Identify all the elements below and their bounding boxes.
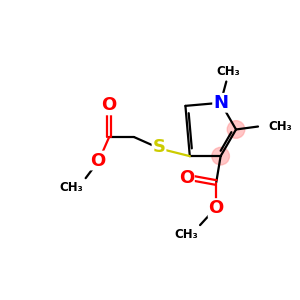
Text: CH₃: CH₃: [268, 120, 292, 133]
Text: N: N: [213, 94, 228, 112]
Text: CH₃: CH₃: [59, 181, 83, 194]
Text: O: O: [101, 96, 117, 114]
Circle shape: [227, 121, 245, 138]
Circle shape: [212, 147, 230, 165]
Text: CH₃: CH₃: [174, 228, 198, 241]
Text: O: O: [179, 169, 194, 187]
Text: S: S: [152, 138, 166, 156]
Text: CH₃: CH₃: [216, 65, 240, 78]
Text: O: O: [90, 152, 105, 169]
Text: O: O: [208, 199, 224, 217]
